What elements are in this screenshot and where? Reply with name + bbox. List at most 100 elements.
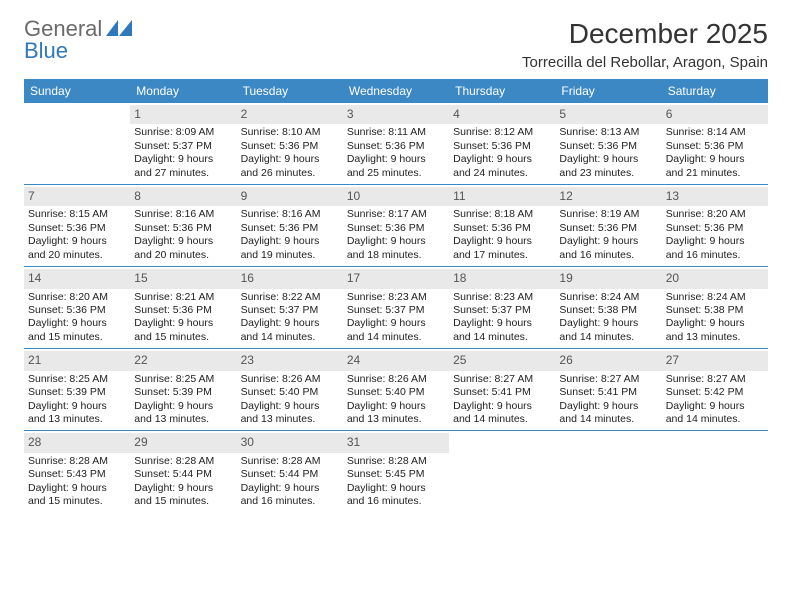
day-details: Sunrise: 8:19 AMSunset: 5:36 PMDaylight:… bbox=[559, 208, 657, 262]
dow-sunday: Sunday bbox=[24, 79, 130, 103]
day-number: 17 bbox=[343, 269, 449, 288]
day-cell: 30 Sunrise: 8:28 AMSunset: 5:44 PMDayligh… bbox=[237, 431, 343, 512]
day-cell: 4Sunrise: 8:12 AMSunset: 5:36 PMDaylight… bbox=[449, 103, 555, 184]
day-cell: 25 Sunrise: 8:27 AMSunset: 5:41 PMDayligh… bbox=[449, 349, 555, 430]
day-number: 13 bbox=[662, 187, 768, 206]
day-cell: 18 Sunrise: 8:23 AMSunset: 5:37 PMDayligh… bbox=[449, 267, 555, 348]
day-details: Sunrise: 8:10 AMSunset: 5:36 PMDaylight:… bbox=[241, 126, 339, 180]
day-number: 15 bbox=[130, 269, 236, 288]
day-cell: 17 Sunrise: 8:23 AMSunset: 5:37 PMDayligh… bbox=[343, 267, 449, 348]
day-details: Sunrise: 8:26 AMSunset: 5:40 PMDaylight:… bbox=[241, 373, 339, 427]
day-details: Sunrise: 8:23 AMSunset: 5:37 PMDaylight:… bbox=[347, 291, 445, 345]
header: General Blue December 2025 Torrecilla de… bbox=[24, 18, 768, 71]
day-cell: 27Sunrise: 8:27 AMSunset: 5:42 PMDayligh… bbox=[662, 349, 768, 430]
day-details: Sunrise: 8:28 AMSunset: 5:43 PMDaylight:… bbox=[28, 455, 126, 509]
day-details: Sunrise: 8:14 AMSunset: 5:36 PMDaylight:… bbox=[666, 126, 764, 180]
day-cell: 19Sunrise: 8:24 AMSunset: 5:38 PMDayligh… bbox=[555, 267, 661, 348]
day-cell: 31 Sunrise: 8:28 AMSunset: 5:45 PMDayligh… bbox=[343, 431, 449, 512]
week-row: 1Sunrise: 8:09 AMSunset: 5:37 PMDaylight… bbox=[24, 103, 768, 184]
day-cell bbox=[24, 103, 130, 184]
day-details: Sunrise: 8:21 AMSunset: 5:36 PMDaylight:… bbox=[134, 291, 232, 345]
day-number: 30 bbox=[237, 433, 343, 452]
day-details: Sunrise: 8:20 AMSunset: 5:36 PMDaylight:… bbox=[28, 291, 126, 345]
day-details: Sunrise: 8:17 AMSunset: 5:36 PMDaylight:… bbox=[347, 208, 445, 262]
day-cell: 12 Sunrise: 8:19 AMSunset: 5:36 PMDayligh… bbox=[555, 185, 661, 266]
day-cell: 28 Sunrise: 8:28 AMSunset: 5:43 PMDayligh… bbox=[24, 431, 130, 512]
day-cell: 24 Sunrise: 8:26 AMSunset: 5:40 PMDayligh… bbox=[343, 349, 449, 430]
day-number: 16 bbox=[237, 269, 343, 288]
day-number: 26 bbox=[555, 351, 661, 370]
day-number: 22 bbox=[130, 351, 236, 370]
dow-wednesday: Wednesday bbox=[343, 79, 449, 103]
day-cell: 20 Sunrise: 8:24 AMSunset: 5:38 PMDayligh… bbox=[662, 267, 768, 348]
day-details: Sunrise: 8:27 AMSunset: 5:41 PMDaylight:… bbox=[453, 373, 551, 427]
day-number: 3 bbox=[343, 105, 449, 124]
day-number: 6 bbox=[662, 105, 768, 124]
title-block: December 2025 Torrecilla del Rebollar, A… bbox=[522, 18, 768, 71]
day-cell: 11 Sunrise: 8:18 AMSunset: 5:36 PMDayligh… bbox=[449, 185, 555, 266]
day-details: Sunrise: 8:26 AMSunset: 5:40 PMDaylight:… bbox=[347, 373, 445, 427]
day-cell bbox=[662, 431, 768, 512]
day-details: Sunrise: 8:27 AMSunset: 5:42 PMDaylight:… bbox=[666, 373, 764, 427]
day-cell: 7 Sunrise: 8:15 AMSunset: 5:36 PMDaylight… bbox=[24, 185, 130, 266]
day-cell: 16Sunrise: 8:22 AMSunset: 5:37 PMDayligh… bbox=[237, 267, 343, 348]
day-cell: 22 Sunrise: 8:25 AMSunset: 5:39 PMDayligh… bbox=[130, 349, 236, 430]
week-row: 21Sunrise: 8:25 AMSunset: 5:39 PMDayligh… bbox=[24, 348, 768, 430]
day-cell: 15 Sunrise: 8:21 AMSunset: 5:36 PMDayligh… bbox=[130, 267, 236, 348]
day-cell: 5Sunrise: 8:13 AMSunset: 5:36 PMDaylight… bbox=[555, 103, 661, 184]
day-cell: 6 Sunrise: 8:14 AMSunset: 5:36 PMDaylight… bbox=[662, 103, 768, 184]
dow-friday: Friday bbox=[555, 79, 661, 103]
day-number: 12 bbox=[555, 187, 661, 206]
day-cell bbox=[555, 431, 661, 512]
day-number: 1 bbox=[130, 105, 236, 124]
day-cell: 9 Sunrise: 8:16 AMSunset: 5:36 PMDaylight… bbox=[237, 185, 343, 266]
day-number: 7 bbox=[24, 187, 130, 206]
day-number: 28 bbox=[24, 433, 130, 452]
day-details: Sunrise: 8:24 AMSunset: 5:38 PMDaylight:… bbox=[666, 291, 764, 345]
brand-logo: General Blue bbox=[24, 18, 132, 62]
dow-monday: Monday bbox=[130, 79, 236, 103]
day-details: Sunrise: 8:23 AMSunset: 5:37 PMDaylight:… bbox=[453, 291, 551, 345]
day-number: 18 bbox=[449, 269, 555, 288]
day-details: Sunrise: 8:28 AMSunset: 5:44 PMDaylight:… bbox=[241, 455, 339, 509]
day-cell: 29 Sunrise: 8:28 AMSunset: 5:44 PMDayligh… bbox=[130, 431, 236, 512]
day-number: 29 bbox=[130, 433, 236, 452]
brand-triangle-icon bbox=[106, 18, 132, 38]
day-number: 2 bbox=[237, 105, 343, 124]
day-of-week-header: Sunday Monday Tuesday Wednesday Thursday… bbox=[24, 79, 768, 103]
day-details: Sunrise: 8:16 AMSunset: 5:36 PMDaylight:… bbox=[241, 208, 339, 262]
day-number: 11 bbox=[449, 187, 555, 206]
week-row: 14 Sunrise: 8:20 AMSunset: 5:36 PMDayligh… bbox=[24, 266, 768, 348]
brand-line2: Blue bbox=[24, 40, 102, 62]
day-number: 24 bbox=[343, 351, 449, 370]
day-details: Sunrise: 8:27 AMSunset: 5:41 PMDaylight:… bbox=[559, 373, 657, 427]
calendar-page: General Blue December 2025 Torrecilla de… bbox=[0, 0, 792, 531]
day-cell: 13Sunrise: 8:20 AMSunset: 5:36 PMDayligh… bbox=[662, 185, 768, 266]
day-details: Sunrise: 8:28 AMSunset: 5:44 PMDaylight:… bbox=[134, 455, 232, 509]
day-number: 8 bbox=[130, 187, 236, 206]
day-details: Sunrise: 8:15 AMSunset: 5:36 PMDaylight:… bbox=[28, 208, 126, 262]
day-number: 14 bbox=[24, 269, 130, 288]
day-details: Sunrise: 8:16 AMSunset: 5:36 PMDaylight:… bbox=[134, 208, 232, 262]
day-details: Sunrise: 8:18 AMSunset: 5:36 PMDaylight:… bbox=[453, 208, 551, 262]
day-details: Sunrise: 8:25 AMSunset: 5:39 PMDaylight:… bbox=[134, 373, 232, 427]
day-details: Sunrise: 8:13 AMSunset: 5:36 PMDaylight:… bbox=[559, 126, 657, 180]
day-details: Sunrise: 8:25 AMSunset: 5:39 PMDaylight:… bbox=[28, 373, 126, 427]
day-number: 20 bbox=[662, 269, 768, 288]
day-details: Sunrise: 8:24 AMSunset: 5:38 PMDaylight:… bbox=[559, 291, 657, 345]
calendar-grid: Sunday Monday Tuesday Wednesday Thursday… bbox=[24, 79, 768, 513]
brand-text: General Blue bbox=[24, 18, 102, 62]
dow-tuesday: Tuesday bbox=[237, 79, 343, 103]
day-cell: 8 Sunrise: 8:16 AMSunset: 5:36 PMDaylight… bbox=[130, 185, 236, 266]
week-row: 28 Sunrise: 8:28 AMSunset: 5:43 PMDayligh… bbox=[24, 430, 768, 512]
day-cell: 14 Sunrise: 8:20 AMSunset: 5:36 PMDayligh… bbox=[24, 267, 130, 348]
day-number: 4 bbox=[449, 105, 555, 124]
day-number: 21 bbox=[24, 351, 130, 370]
day-number: 25 bbox=[449, 351, 555, 370]
day-cell: 1Sunrise: 8:09 AMSunset: 5:37 PMDaylight… bbox=[130, 103, 236, 184]
month-title: December 2025 bbox=[522, 18, 768, 50]
day-number: 9 bbox=[237, 187, 343, 206]
day-details: Sunrise: 8:28 AMSunset: 5:45 PMDaylight:… bbox=[347, 455, 445, 509]
day-number: 31 bbox=[343, 433, 449, 452]
weeks-container: 1Sunrise: 8:09 AMSunset: 5:37 PMDaylight… bbox=[24, 103, 768, 513]
